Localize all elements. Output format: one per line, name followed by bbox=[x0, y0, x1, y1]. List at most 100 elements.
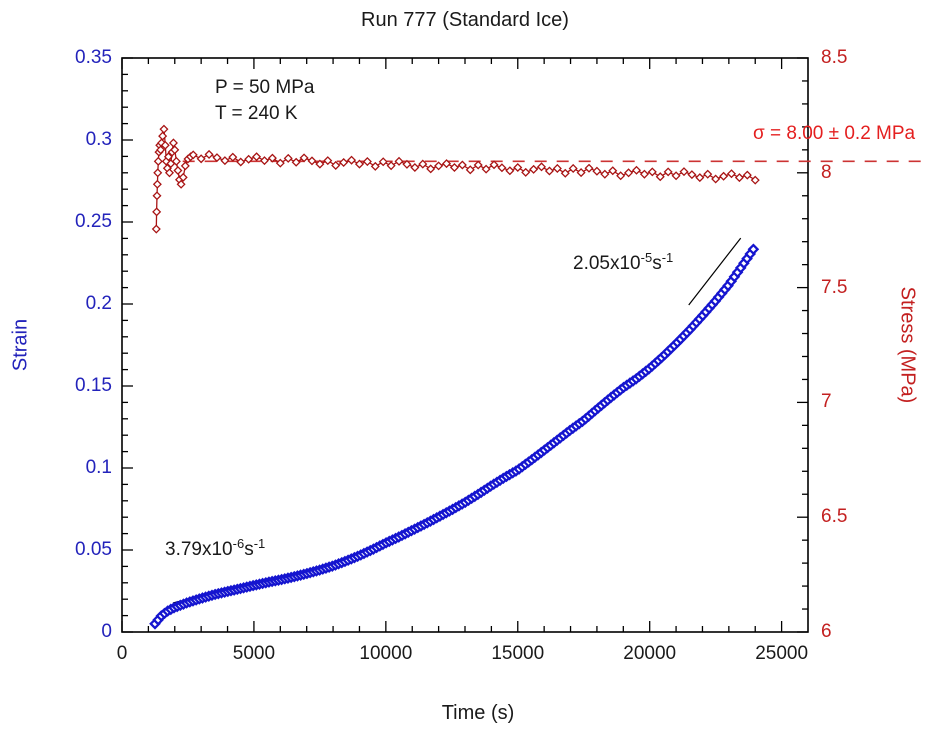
data-marker bbox=[552, 163, 562, 173]
stress-tick-label: 8.5 bbox=[821, 47, 848, 68]
final-rate-mantissa: 2.05x10 bbox=[573, 253, 641, 274]
data-marker bbox=[196, 154, 206, 164]
minimum-rate-unit: s bbox=[244, 539, 254, 560]
data-marker bbox=[726, 169, 737, 179]
data-marker bbox=[386, 161, 396, 171]
data-marker bbox=[252, 152, 262, 162]
strain-tick-label: 0.15 bbox=[75, 375, 112, 396]
data-marker bbox=[152, 179, 162, 189]
data-marker bbox=[481, 164, 491, 174]
data-marker bbox=[188, 150, 198, 160]
chart-title: Run 777 (Standard Ice) bbox=[361, 9, 569, 31]
data-marker bbox=[719, 171, 729, 181]
right-axis-title: Stress (MPa) bbox=[896, 286, 919, 404]
data-marker bbox=[687, 170, 697, 180]
data-marker bbox=[347, 155, 357, 165]
data-marker bbox=[568, 163, 578, 173]
data-marker bbox=[418, 159, 428, 169]
data-marker bbox=[434, 161, 444, 171]
data-marker bbox=[703, 169, 713, 179]
data-marker bbox=[153, 168, 163, 178]
data-marker bbox=[212, 153, 222, 163]
data-marker bbox=[176, 179, 186, 189]
x-axis-title: Time (s) bbox=[441, 702, 515, 724]
data-marker bbox=[178, 172, 188, 182]
data-marker bbox=[505, 166, 515, 176]
data-marker bbox=[449, 162, 459, 173]
x-tick-label: 5000 bbox=[232, 643, 276, 664]
data-marker bbox=[536, 162, 547, 172]
data-marker bbox=[173, 165, 183, 176]
data-marker bbox=[624, 168, 634, 178]
minimum-rate-mantissa: 3.79x10 bbox=[165, 539, 233, 560]
final-rate-unit-exponent: -1 bbox=[661, 250, 674, 265]
x-tick-label: 25000 bbox=[755, 643, 809, 664]
stress-tick-label: 6 bbox=[821, 621, 832, 642]
data-marker bbox=[244, 154, 254, 164]
data-marker bbox=[457, 160, 467, 170]
data-marker bbox=[180, 161, 190, 171]
stress-tick-label: 7 bbox=[821, 391, 832, 413]
data-marker bbox=[465, 165, 475, 175]
data-marker bbox=[695, 173, 705, 183]
data-marker bbox=[592, 166, 602, 176]
data-marker bbox=[679, 167, 689, 177]
data-marker bbox=[711, 174, 721, 184]
data-marker bbox=[315, 159, 325, 169]
minimum-rate-unit-exponent: -1 bbox=[253, 536, 266, 551]
data-marker bbox=[410, 162, 420, 173]
data-marker bbox=[497, 163, 507, 173]
data-marker bbox=[164, 168, 175, 178]
strain-line bbox=[153, 245, 758, 626]
data-marker bbox=[639, 169, 649, 179]
data-marker bbox=[163, 152, 173, 162]
stress-series bbox=[151, 124, 760, 234]
data-marker bbox=[584, 163, 594, 173]
data-marker bbox=[220, 156, 230, 166]
data-marker bbox=[513, 162, 523, 173]
annotation-temperature: T = 240 K bbox=[215, 103, 298, 124]
data-marker bbox=[259, 156, 269, 166]
data-marker bbox=[151, 224, 161, 234]
data-marker bbox=[236, 157, 246, 167]
annotation-stress-level: σ = 8.00 ± 0.2 MPa bbox=[753, 123, 916, 144]
data-marker bbox=[394, 156, 404, 166]
strain-tick-label: 0.05 bbox=[75, 539, 112, 560]
data-marker bbox=[616, 171, 626, 181]
data-marker bbox=[655, 172, 665, 182]
strain-tick-label: 0.3 bbox=[85, 129, 112, 150]
minimum-rate-exponent: -6 bbox=[232, 536, 245, 551]
strain-tick-label: 0.35 bbox=[75, 47, 112, 68]
data-marker bbox=[529, 164, 539, 174]
data-marker bbox=[600, 169, 610, 179]
data-marker bbox=[160, 140, 170, 150]
data-marker bbox=[663, 167, 673, 177]
data-marker bbox=[156, 145, 166, 155]
data-marker bbox=[671, 171, 681, 181]
data-marker bbox=[275, 158, 285, 168]
data-marker bbox=[747, 243, 760, 256]
tangent-line-final-rate bbox=[688, 237, 742, 306]
data-marker bbox=[307, 156, 317, 166]
stress-tick-label: 6.5 bbox=[821, 506, 848, 528]
stress-tick-label: 7.5 bbox=[821, 276, 848, 298]
data-marker bbox=[362, 157, 372, 167]
data-marker bbox=[267, 153, 277, 163]
data-marker bbox=[153, 156, 163, 166]
data-marker bbox=[560, 168, 570, 178]
data-marker bbox=[152, 191, 162, 201]
x-tick-label: 10000 bbox=[359, 643, 413, 664]
stress-tick-label: 8 bbox=[821, 161, 832, 183]
data-marker bbox=[283, 153, 293, 163]
annotation-final-rate: 2.05x10-5s-1 bbox=[573, 250, 673, 275]
data-marker bbox=[171, 156, 181, 166]
strain-tick-label: 0.2 bbox=[85, 293, 112, 314]
data-marker bbox=[339, 157, 349, 167]
left-axis-title: Strain bbox=[9, 318, 32, 372]
data-marker bbox=[426, 164, 436, 174]
data-marker bbox=[750, 175, 760, 185]
annotation-pressure: P = 50 MPa bbox=[215, 77, 315, 98]
x-tick-label: 15000 bbox=[491, 643, 545, 664]
final-rate-unit: s bbox=[652, 253, 662, 274]
